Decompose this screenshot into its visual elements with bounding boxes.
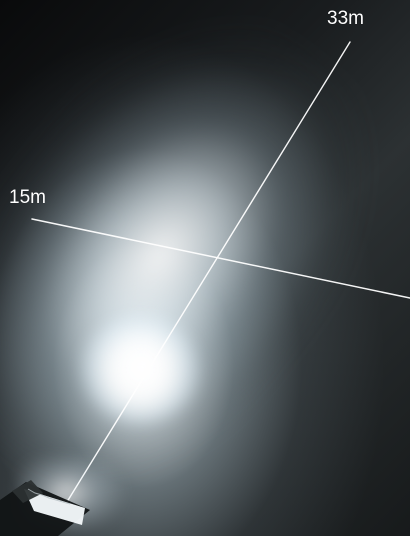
- far-distance-label: 33m: [327, 8, 364, 29]
- center-axis-line: [61, 41, 351, 511]
- near-distance-label: 15m: [9, 187, 46, 208]
- beam-hotspot: [82, 318, 198, 422]
- fixture-glow: [18, 458, 126, 536]
- crosswise-distance-line: [31, 218, 410, 299]
